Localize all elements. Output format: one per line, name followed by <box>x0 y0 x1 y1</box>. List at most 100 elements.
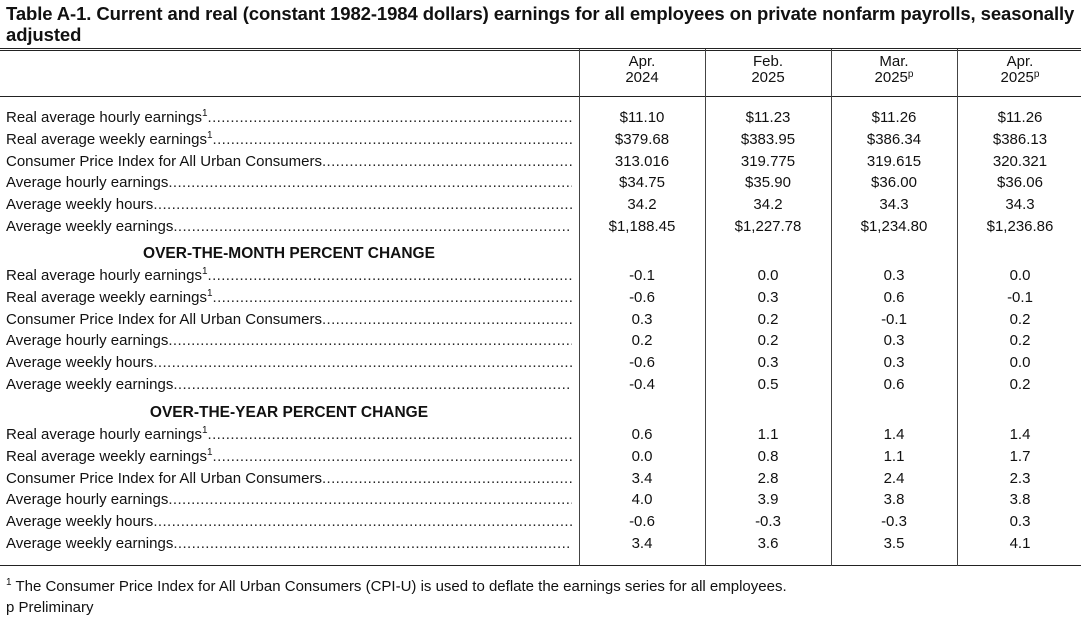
header-rule <box>0 96 1081 97</box>
leader-dots: ........................................… <box>153 513 572 531</box>
row-label: Average hourly earnings.................… <box>6 172 572 194</box>
table-row: Average weekly hours....................… <box>0 352 1081 374</box>
earnings-table: Apr. 2024 Feb. 2025 Mar. 2025p Apr. 2025p Real … <box>0 48 1081 566</box>
table-row: Average weekly hours....................… <box>0 194 1081 216</box>
row-label: Average weekly earnings.................… <box>6 216 572 238</box>
table-row: Average weekly hours....................… <box>0 511 1081 533</box>
footnote-ref: 1 <box>206 446 213 458</box>
row-label: Consumer Price Index for All Urban Consu… <box>6 309 572 331</box>
table-row: Real average hourly earnings1...........… <box>0 265 1081 287</box>
table-title: Table A-1. Current and real (constant 19… <box>6 3 1075 45</box>
top-rule <box>0 48 1081 49</box>
table-cell: -0.1 <box>629 267 655 284</box>
table-row: Average hourly earnings.................… <box>0 172 1081 194</box>
table-cell: -0.4 <box>629 376 655 393</box>
table-cell: $34.75 <box>619 174 665 192</box>
table-cell: $1,236.86 <box>986 218 1054 235</box>
table-cell: 1.4 <box>1009 426 1031 443</box>
row-label-text: Real average weekly earnings <box>6 288 207 306</box>
table-row: Average weekly earnings.................… <box>0 216 1081 238</box>
leader-dots: ........................................… <box>173 376 572 393</box>
table-cell: $1,234.80 <box>860 218 928 235</box>
row-label: Average weekly earnings.................… <box>6 533 572 555</box>
table-cell: 0.3 <box>757 288 779 306</box>
footnote-ref: 1 <box>206 287 213 299</box>
row-label-text: Average weekly hours <box>6 196 154 214</box>
row-label-text: Consumer Price Index for All Urban Consu… <box>6 152 322 170</box>
table-cell: 2.4 <box>883 469 905 487</box>
row-label: Real average weekly earnings1...........… <box>6 287 572 309</box>
table-cell: 0.2 <box>1009 332 1031 350</box>
footnote-text: The Consumer Price Index for All Urban C… <box>11 578 787 595</box>
leader-dots: ........................................… <box>321 469 572 487</box>
row-label: Consumer Price Index for All Urban Consu… <box>6 468 572 490</box>
table-cell: -0.1 <box>1007 288 1033 306</box>
table-row: Real average weekly earnings1...........… <box>0 129 1081 151</box>
table-cell: 3.6 <box>757 535 779 552</box>
table-cell: 3.4 <box>631 535 653 552</box>
table-cell: 0.3 <box>883 267 905 284</box>
row-label: Real average weekly earnings1...........… <box>6 446 572 468</box>
table-cell: $35.90 <box>745 174 791 192</box>
footnote: p Preliminary <box>6 599 94 617</box>
row-label: Real average hourly earnings1...........… <box>6 424 572 446</box>
footnote-ref: 1 <box>201 108 208 119</box>
table-row: Average weekly earnings.................… <box>0 374 1081 396</box>
table-cell: 0.8 <box>757 447 779 465</box>
section-heading: OVER-THE-YEAR PERCENT CHANGE <box>149 404 429 421</box>
table-row: Consumer Price Index for All Urban Consu… <box>0 468 1081 490</box>
table-row: Average weekly earnings.................… <box>0 533 1081 555</box>
table-cell: 0.2 <box>757 310 779 328</box>
table-cell: $11.26 <box>871 109 917 126</box>
row-label: Average weekly hours....................… <box>6 194 572 216</box>
table-cell: -0.3 <box>755 513 781 531</box>
leader-dots: ........................................… <box>173 535 572 552</box>
row-label: Average hourly earnings.................… <box>6 330 572 352</box>
table-row: Consumer Price Index for All Urban Consu… <box>0 151 1081 173</box>
row-label-text: Average hourly earnings <box>6 491 169 509</box>
leader-dots: ........................................… <box>321 310 572 328</box>
table-cell: 0.3 <box>883 354 905 372</box>
table-cell: $1,188.45 <box>608 218 676 235</box>
row-label: Average weekly earnings.................… <box>6 374 572 396</box>
column-divider <box>831 49 832 566</box>
table-cell: 0.0 <box>1009 354 1031 372</box>
row-label-text: Consumer Price Index for All Urban Consu… <box>6 310 322 328</box>
table-cell: 0.6 <box>631 426 653 443</box>
column-header: Mar. 2025p <box>832 54 956 86</box>
table-cell: 0.0 <box>631 447 653 465</box>
leader-dots: ........................................… <box>173 218 572 235</box>
table-cell: 0.0 <box>1009 267 1031 284</box>
footnote-text: p Preliminary <box>6 599 94 616</box>
table-cell: 3.8 <box>883 491 905 509</box>
table-cell: $36.06 <box>997 174 1043 192</box>
table-cell: 319.775 <box>740 152 796 170</box>
column-header-month: Mar. <box>879 53 909 70</box>
column-header-year: 2024 <box>580 70 704 86</box>
leader-dots: ........................................… <box>207 426 572 443</box>
table-cell: $11.10 <box>619 109 665 126</box>
row-label-text: Consumer Price Index for All Urban Consu… <box>6 469 322 487</box>
table-cell: 0.2 <box>1009 376 1031 393</box>
table-cell: $1,227.78 <box>734 218 802 235</box>
table-cell: 34.2 <box>753 196 783 214</box>
row-label-text: Average weekly earnings <box>6 376 174 393</box>
leader-dots: ........................................… <box>207 109 572 126</box>
table-cell: 3.5 <box>883 535 905 552</box>
row-label: Consumer Price Index for All Urban Consu… <box>6 151 572 173</box>
table-cell: 319.615 <box>866 152 922 170</box>
table-cell: -0.6 <box>629 513 655 531</box>
row-label-text: Average weekly earnings <box>6 218 174 235</box>
column-divider <box>705 49 706 566</box>
table-row: Average hourly earnings.................… <box>0 330 1081 352</box>
leader-dots: ........................................… <box>207 267 572 284</box>
row-label: Average hourly earnings.................… <box>6 489 572 511</box>
table-cell: 1.7 <box>1009 447 1031 465</box>
table-cell: 0.2 <box>631 332 653 350</box>
column-header: Feb. 2025 <box>706 54 830 86</box>
table-cell: $383.95 <box>740 130 796 148</box>
table-cell: 0.3 <box>1009 513 1031 531</box>
table-cell: 0.2 <box>1009 310 1031 328</box>
table-cell: 0.6 <box>883 288 905 306</box>
preliminary-mark: p <box>907 69 914 80</box>
